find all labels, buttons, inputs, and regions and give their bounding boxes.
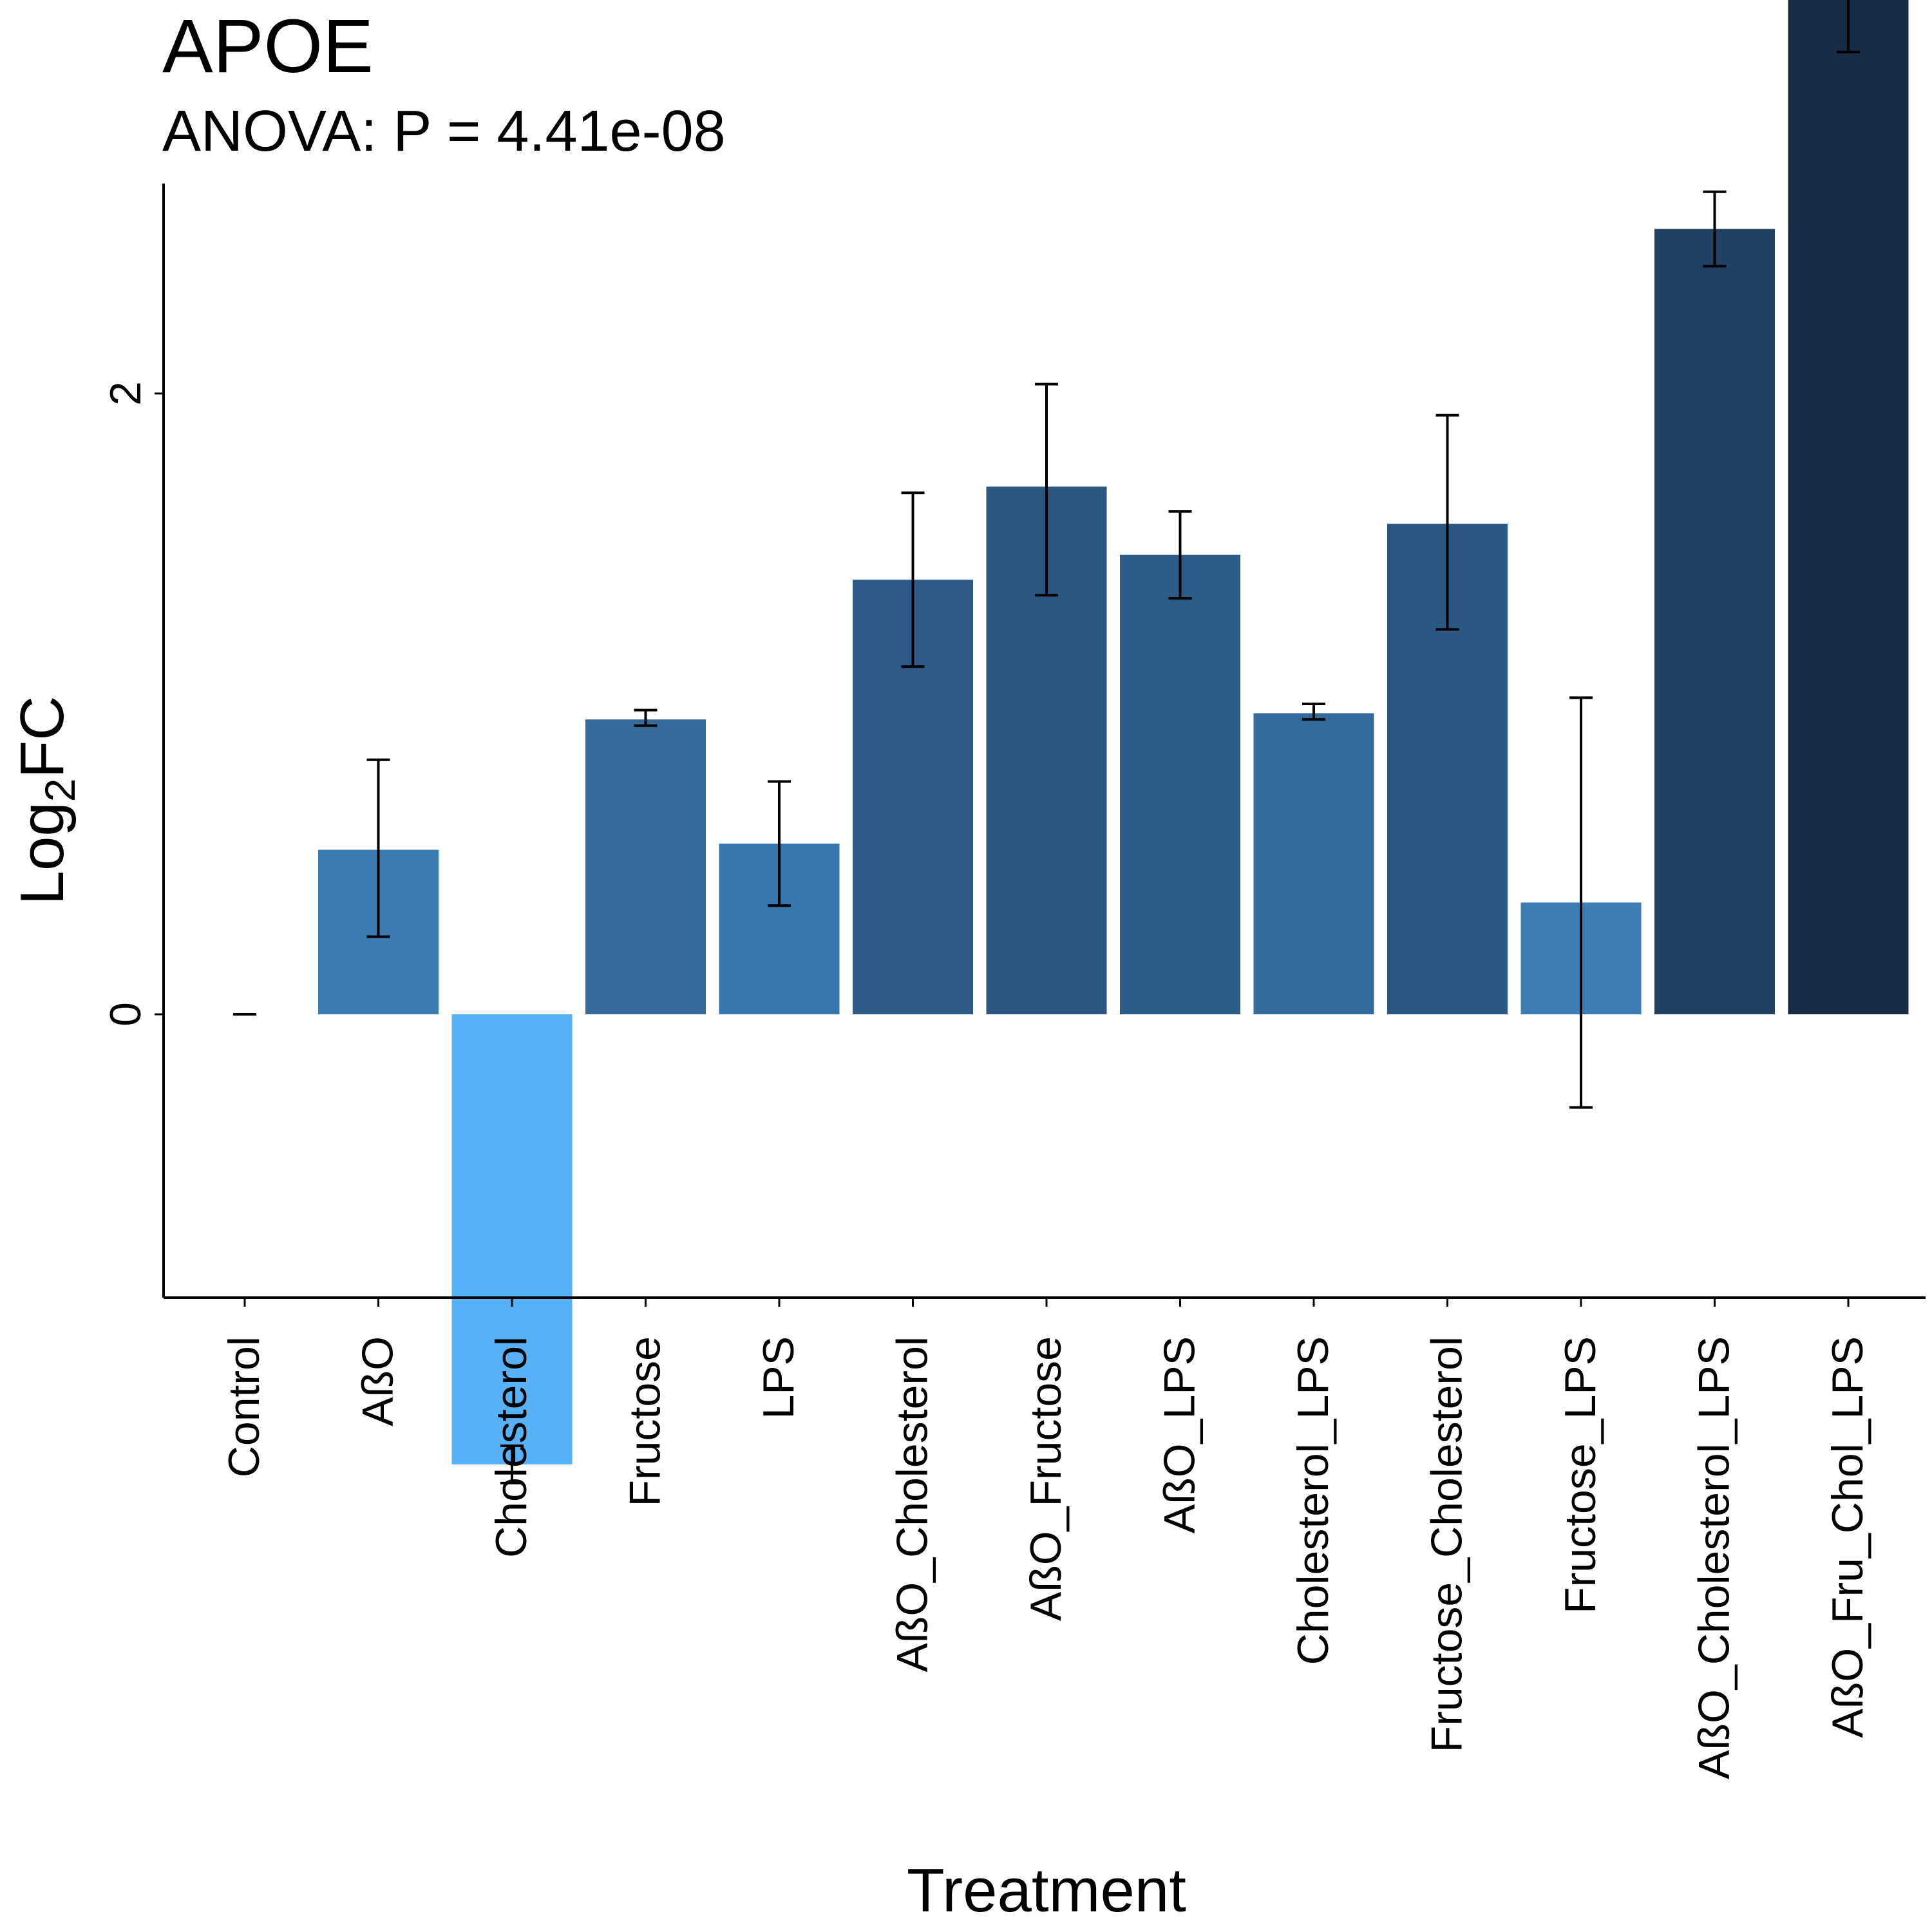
- x-tick-label-2: Cholesterol: [487, 1336, 536, 1558]
- x-tick-label-7: AßO_LPS: [1155, 1336, 1204, 1533]
- x-axis-ticks: Control AßO Cholesterol Fructose LPS AßO_Chol…: [220, 1298, 1872, 1779]
- x-tick-label-8: Cholesterol_LPS: [1289, 1336, 1338, 1665]
- chart-title: APOE: [162, 4, 374, 89]
- x-tick-label-4: LPS: [754, 1336, 803, 1419]
- chart-subtitle: ANOVA: P = 4.41e-08: [162, 99, 726, 164]
- x-tick-label-6: AßO_Fructose: [1021, 1336, 1070, 1621]
- x-tick-label-11: AßO_Cholesterol_LPS: [1690, 1336, 1739, 1779]
- bar-3: [585, 719, 706, 1014]
- y-tick-label-1: 2: [101, 381, 150, 406]
- x-tick-label-9: Fructose_Cholesterol: [1423, 1336, 1472, 1752]
- bar-7: [1120, 554, 1240, 1014]
- x-tick-label-12: AßO_Fru_Chol_LPS: [1823, 1336, 1872, 1738]
- x-tick-label-3: Fructose: [621, 1336, 670, 1507]
- y-axis-title: Log2FC: [8, 696, 84, 905]
- bar-11: [1654, 229, 1775, 1014]
- x-axis-title: Treatment: [907, 1856, 1186, 1925]
- x-tick-label-0: Control: [220, 1336, 269, 1477]
- bar-12: [1788, 0, 1909, 1014]
- y-tick-label-0: 0: [101, 1002, 150, 1027]
- bar-2: [451, 1014, 573, 1464]
- x-tick-label-10: Fructose_LPS: [1556, 1336, 1605, 1614]
- bar-8: [1253, 713, 1374, 1014]
- bars-group: [318, 0, 1909, 1464]
- y-axis-title-subscript: 2: [36, 779, 84, 802]
- x-tick-label-5: AßO_Cholesterol: [888, 1336, 937, 1672]
- x-tick-label-1: AßO: [354, 1336, 402, 1426]
- error-bars-group: [233, 0, 1860, 1484]
- y-axis-title-base: Log: [8, 802, 77, 905]
- y-axis-ticks: 024: [101, 381, 164, 1027]
- y-axis-title-tail: FC: [8, 696, 77, 779]
